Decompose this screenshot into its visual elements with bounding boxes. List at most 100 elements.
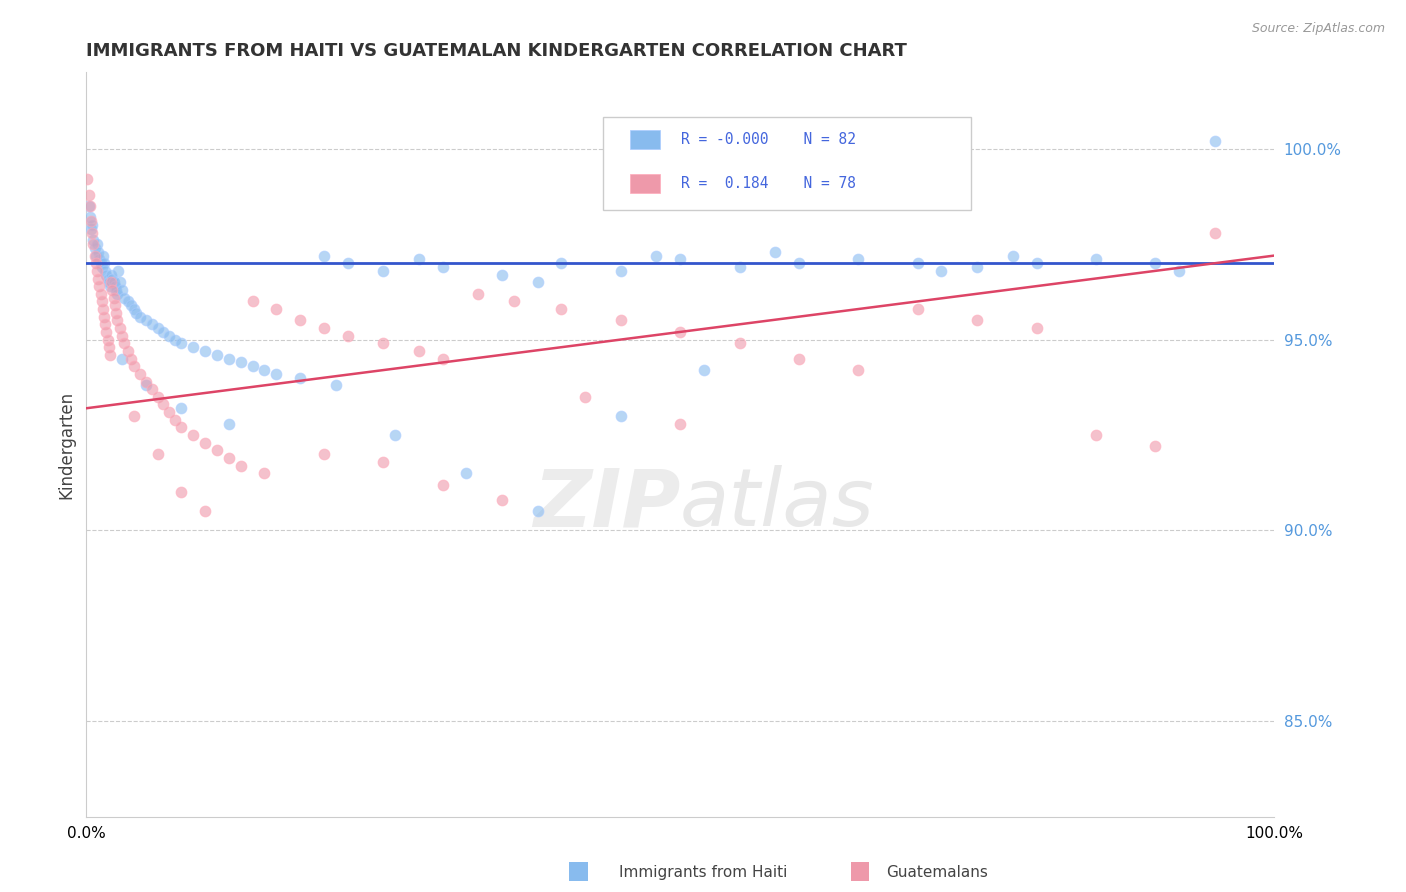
Point bbox=[97, 333, 120, 347]
Point bbox=[117, 294, 139, 309]
Point bbox=[669, 417, 692, 431]
Point bbox=[96, 268, 118, 282]
Point bbox=[86, 237, 108, 252]
Point bbox=[170, 401, 193, 416]
Point bbox=[931, 264, 953, 278]
Point bbox=[526, 276, 548, 290]
Text: IMMIGRANTS FROM HAITI VS GUATEMALAN KINDERGARTEN CORRELATION CHART: IMMIGRANTS FROM HAITI VS GUATEMALAN KIND… bbox=[86, 42, 907, 60]
Text: R = -0.000    N = 82: R = -0.000 N = 82 bbox=[682, 132, 856, 147]
Point bbox=[408, 252, 430, 267]
Text: R =  0.184    N = 78: R = 0.184 N = 78 bbox=[682, 177, 856, 191]
Point bbox=[104, 298, 127, 312]
Point bbox=[108, 276, 131, 290]
Point bbox=[242, 294, 264, 309]
Point bbox=[112, 336, 135, 351]
Point bbox=[84, 249, 107, 263]
Point bbox=[108, 321, 131, 335]
Point bbox=[787, 256, 810, 270]
Point bbox=[152, 325, 174, 339]
Point bbox=[170, 485, 193, 500]
Point bbox=[1168, 264, 1191, 278]
Point bbox=[97, 276, 120, 290]
Point bbox=[128, 310, 150, 324]
Point bbox=[846, 252, 869, 267]
Point bbox=[218, 351, 240, 366]
Point bbox=[373, 264, 395, 278]
Point bbox=[159, 328, 181, 343]
Point bbox=[288, 313, 311, 327]
Point bbox=[242, 359, 264, 374]
Point bbox=[384, 428, 406, 442]
Point bbox=[456, 466, 478, 480]
Point bbox=[491, 268, 513, 282]
Point bbox=[1001, 249, 1024, 263]
Point bbox=[97, 340, 120, 354]
Point bbox=[1025, 321, 1047, 335]
Point bbox=[432, 260, 454, 274]
Point bbox=[846, 363, 869, 377]
Point bbox=[76, 172, 98, 186]
Point bbox=[312, 249, 335, 263]
Point bbox=[82, 233, 104, 247]
Point bbox=[610, 264, 633, 278]
Point bbox=[104, 306, 127, 320]
Point bbox=[574, 390, 596, 404]
Point bbox=[373, 336, 395, 351]
Point bbox=[93, 310, 115, 324]
Point bbox=[79, 199, 101, 213]
Point bbox=[1144, 256, 1167, 270]
Point bbox=[266, 301, 288, 316]
Point bbox=[87, 244, 110, 259]
Point bbox=[165, 333, 187, 347]
Point bbox=[728, 336, 751, 351]
Point bbox=[96, 325, 118, 339]
Point bbox=[83, 241, 105, 255]
Text: Immigrants from Haiti: Immigrants from Haiti bbox=[619, 865, 787, 880]
Point bbox=[336, 328, 359, 343]
Point bbox=[77, 187, 100, 202]
Point bbox=[107, 264, 129, 278]
Point bbox=[645, 249, 668, 263]
Point bbox=[146, 447, 169, 461]
Point bbox=[159, 405, 181, 419]
Point bbox=[907, 256, 929, 270]
Point bbox=[112, 291, 135, 305]
Point bbox=[194, 504, 217, 518]
Point bbox=[84, 256, 107, 270]
Point bbox=[669, 325, 692, 339]
Point bbox=[170, 336, 193, 351]
Point bbox=[111, 351, 134, 366]
Point bbox=[80, 214, 103, 228]
Point bbox=[82, 237, 104, 252]
Point bbox=[141, 382, 163, 396]
Point bbox=[97, 271, 120, 285]
Point bbox=[165, 413, 187, 427]
Point bbox=[312, 447, 335, 461]
Point bbox=[181, 340, 204, 354]
Point bbox=[218, 450, 240, 465]
Point bbox=[550, 256, 572, 270]
Point bbox=[467, 286, 489, 301]
Point bbox=[125, 306, 148, 320]
Point bbox=[87, 271, 110, 285]
Point bbox=[89, 252, 111, 267]
Point bbox=[181, 428, 204, 442]
Text: atlas: atlas bbox=[681, 465, 875, 543]
Point bbox=[135, 378, 157, 392]
Point bbox=[288, 370, 311, 384]
Point bbox=[146, 390, 169, 404]
Point bbox=[432, 351, 454, 366]
Point bbox=[229, 458, 252, 473]
Point bbox=[104, 283, 127, 297]
Point bbox=[86, 264, 108, 278]
Point bbox=[82, 226, 104, 240]
Point bbox=[1204, 226, 1226, 240]
Point bbox=[266, 367, 288, 381]
Point bbox=[693, 363, 716, 377]
Point bbox=[117, 344, 139, 359]
Point bbox=[98, 279, 121, 293]
Point bbox=[89, 279, 111, 293]
Bar bbox=[630, 130, 659, 149]
Point bbox=[103, 291, 125, 305]
Point bbox=[122, 409, 145, 423]
